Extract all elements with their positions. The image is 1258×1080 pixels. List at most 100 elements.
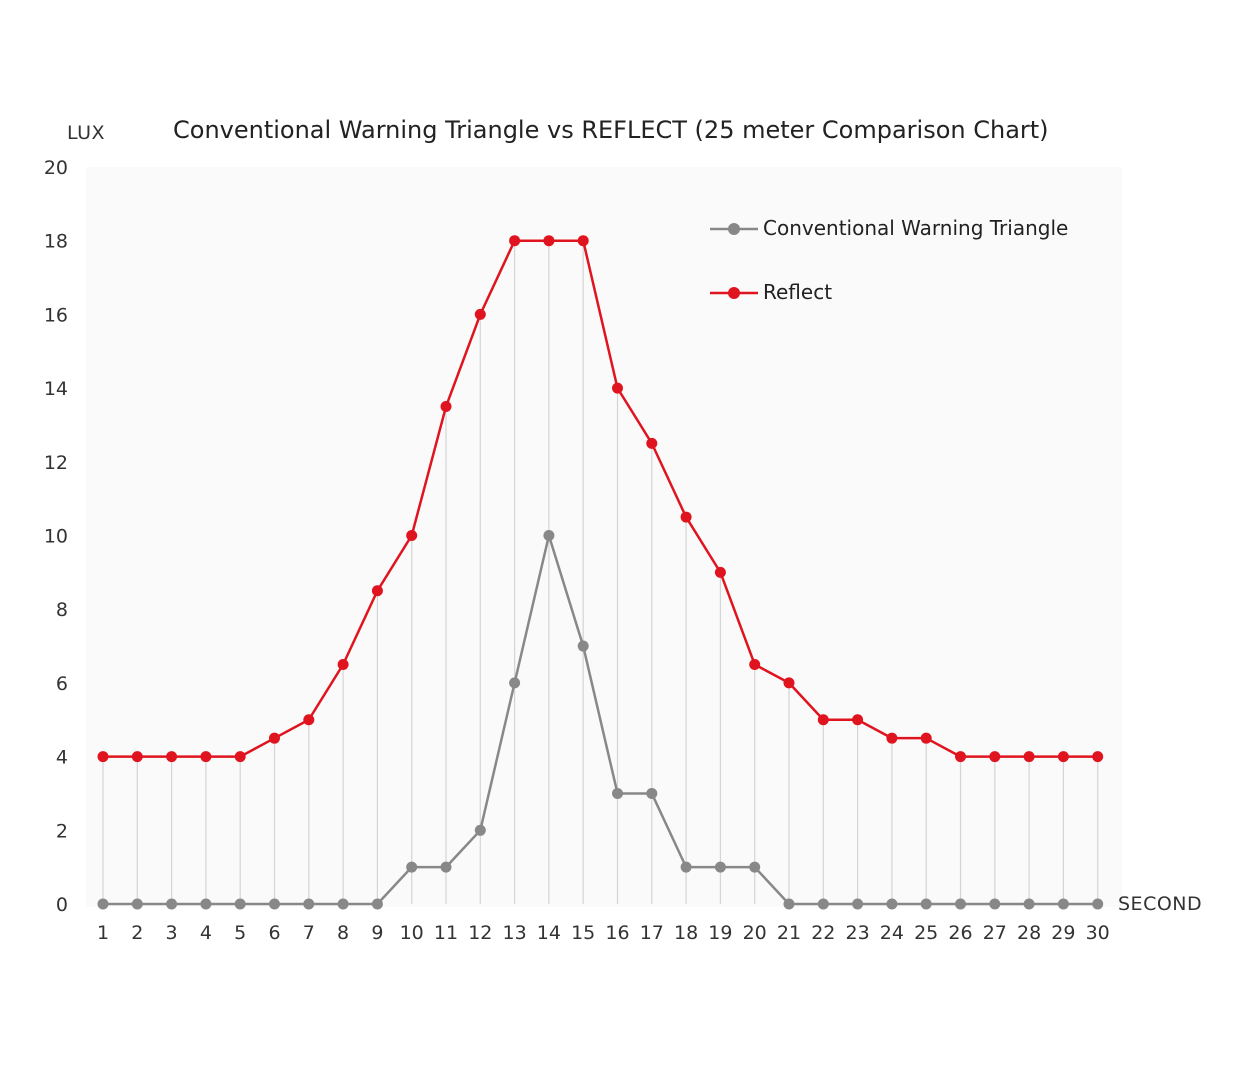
- y-tick-label: 0: [56, 894, 68, 916]
- plot-background: [86, 167, 1122, 907]
- x-tick-label: 25: [914, 922, 938, 944]
- data-point-conventional: [920, 898, 932, 910]
- x-tick-label: 1: [97, 922, 109, 944]
- series-points: [97, 235, 1104, 910]
- x-tick-label: 15: [571, 922, 595, 944]
- x-tick-label: 18: [674, 922, 698, 944]
- data-point-conventional: [989, 898, 1001, 910]
- x-tick-label: 16: [605, 922, 629, 944]
- data-point-conventional: [371, 898, 383, 910]
- x-tick-label: 29: [1051, 922, 1075, 944]
- data-point-reflect: [989, 751, 1001, 763]
- y-tick-label: 2: [56, 820, 68, 842]
- data-point-reflect: [612, 382, 623, 394]
- data-point-reflect: [406, 530, 418, 541]
- data-point-conventional: [131, 898, 143, 910]
- x-tick-label: 14: [537, 922, 561, 944]
- x-axis-title: SECOND: [1118, 893, 1202, 915]
- data-point-conventional: [200, 898, 212, 910]
- data-point-reflect: [509, 235, 521, 247]
- legend-label: Reflect: [763, 280, 832, 304]
- data-point-conventional: [440, 861, 452, 873]
- data-point-conventional: [714, 861, 726, 873]
- data-point-reflect: [474, 308, 486, 320]
- data-point-reflect: [577, 235, 589, 247]
- data-point-reflect: [166, 751, 178, 763]
- chart-title: Conventional Warning Triangle vs REFLECT…: [173, 116, 1049, 144]
- y-tick-label: 18: [44, 231, 68, 253]
- data-point-reflect: [817, 714, 829, 726]
- x-tick-label: 5: [234, 922, 246, 944]
- data-point-conventional: [543, 530, 555, 541]
- data-point-conventional: [1057, 898, 1069, 910]
- data-point-reflect: [371, 585, 383, 597]
- y-tick-label: 20: [44, 157, 68, 179]
- legend-swatch-marker: [728, 287, 740, 299]
- data-point-conventional: [474, 824, 486, 836]
- data-point-conventional: [955, 898, 966, 910]
- data-point-conventional: [612, 787, 623, 799]
- x-tick-label: 6: [268, 922, 280, 944]
- legend-swatch-marker: [728, 223, 740, 235]
- data-point-conventional: [783, 898, 795, 910]
- x-tick-label: 24: [880, 922, 904, 944]
- data-point-reflect: [783, 677, 795, 689]
- series-lines: [103, 239, 1098, 906]
- x-tick-label: 3: [166, 922, 178, 944]
- y-tick-label: 12: [44, 452, 68, 474]
- data-point-conventional: [646, 787, 658, 799]
- x-tick-label: 19: [708, 922, 732, 944]
- data-point-reflect: [337, 658, 349, 670]
- legend-label: Conventional Warning Triangle: [763, 216, 1068, 240]
- data-point-reflect: [303, 714, 315, 726]
- data-point-reflect: [920, 732, 932, 744]
- x-tick-label: 11: [434, 922, 458, 944]
- data-point-conventional: [337, 898, 349, 910]
- drop-lines: [102, 240, 1099, 904]
- data-point-reflect: [852, 714, 864, 726]
- data-point-reflect: [714, 566, 726, 578]
- series-line-conventional: [103, 534, 1098, 906]
- y-tick-label: 16: [44, 304, 68, 326]
- data-point-conventional: [406, 861, 418, 873]
- x-tick-label: 7: [303, 922, 315, 944]
- x-tick-label: 26: [948, 922, 972, 944]
- y-tick-label: 4: [56, 747, 68, 769]
- data-point-conventional: [680, 861, 692, 873]
- x-tick-label: 9: [371, 922, 383, 944]
- data-point-conventional: [269, 898, 280, 910]
- data-point-reflect: [234, 751, 246, 763]
- x-tick-label: 13: [503, 922, 527, 944]
- data-point-conventional: [166, 898, 178, 910]
- data-point-reflect: [200, 751, 212, 763]
- data-point-reflect: [269, 732, 280, 744]
- data-point-conventional: [234, 898, 246, 910]
- legend-item-conventional: Conventional Warning Triangle: [710, 216, 1068, 240]
- legend-item-reflect: Reflect: [710, 280, 832, 304]
- x-tick-label: 28: [1017, 922, 1041, 944]
- x-tick-label: 30: [1086, 922, 1110, 944]
- y-axis-ticks: 0 2 4 6 8 10 12 14 16 18 20: [44, 157, 68, 916]
- x-tick-label: 27: [983, 922, 1007, 944]
- data-point-conventional: [1092, 898, 1104, 910]
- data-point-conventional: [97, 898, 109, 910]
- y-tick-label: 14: [44, 378, 68, 400]
- x-tick-label: 23: [846, 922, 870, 944]
- data-point-reflect: [1023, 751, 1035, 763]
- data-point-conventional: [303, 898, 315, 910]
- data-point-conventional: [509, 677, 521, 689]
- y-axis-title: LUX: [67, 122, 105, 144]
- data-point-conventional: [1023, 898, 1035, 910]
- x-tick-label: 10: [400, 922, 424, 944]
- data-point-reflect: [1057, 751, 1069, 763]
- data-point-conventional: [577, 640, 589, 652]
- x-tick-label: 20: [743, 922, 767, 944]
- data-point-reflect: [749, 658, 761, 670]
- data-point-reflect: [646, 437, 658, 449]
- data-point-reflect: [680, 511, 692, 523]
- data-point-reflect: [543, 235, 555, 247]
- data-point-conventional: [852, 898, 864, 910]
- data-point-reflect: [131, 751, 143, 763]
- data-point-reflect: [955, 751, 966, 763]
